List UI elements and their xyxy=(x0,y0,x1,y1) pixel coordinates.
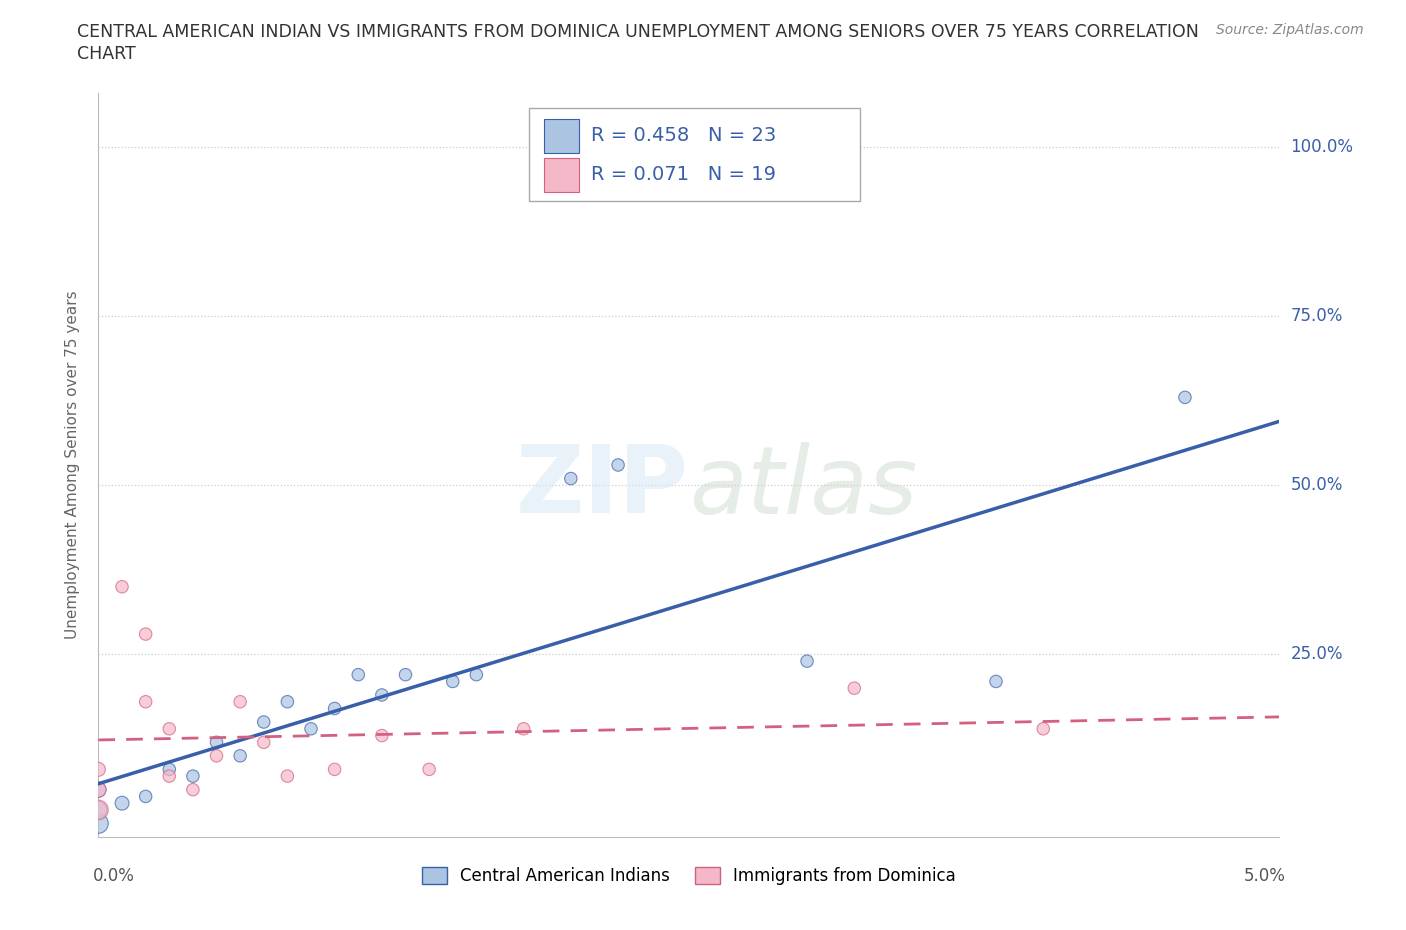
Point xyxy=(323,701,346,716)
Point xyxy=(371,728,394,743)
Legend: Central American Indians, Immigrants from Dominica: Central American Indians, Immigrants fro… xyxy=(415,860,963,892)
Point xyxy=(135,695,157,710)
Point xyxy=(560,472,582,486)
Text: 100.0%: 100.0% xyxy=(1291,139,1354,156)
FancyBboxPatch shape xyxy=(544,119,579,153)
Point xyxy=(796,654,818,669)
Point xyxy=(347,667,370,682)
FancyBboxPatch shape xyxy=(544,158,579,192)
Point xyxy=(844,681,866,696)
Point xyxy=(229,749,252,764)
Point xyxy=(418,762,440,777)
Point xyxy=(157,762,180,777)
Point xyxy=(512,722,534,737)
Text: R = 0.071   N = 19: R = 0.071 N = 19 xyxy=(591,166,776,184)
Text: R = 0.458   N = 23: R = 0.458 N = 23 xyxy=(591,126,776,145)
Text: 0.0%: 0.0% xyxy=(93,867,135,884)
Point xyxy=(984,674,1007,689)
Point xyxy=(135,789,157,804)
Point xyxy=(135,627,157,642)
Point xyxy=(181,782,204,797)
Point xyxy=(157,769,180,784)
Point xyxy=(181,769,204,784)
Point xyxy=(371,687,394,702)
Point xyxy=(276,695,298,710)
Point xyxy=(157,722,180,737)
Point xyxy=(205,735,228,750)
Point xyxy=(465,667,488,682)
Point xyxy=(205,749,228,764)
Point xyxy=(299,722,322,737)
Point xyxy=(229,695,252,710)
Text: 5.0%: 5.0% xyxy=(1243,867,1285,884)
Text: atlas: atlas xyxy=(689,442,917,533)
Point xyxy=(87,803,110,817)
Text: 75.0%: 75.0% xyxy=(1291,307,1343,326)
Text: 25.0%: 25.0% xyxy=(1291,645,1343,663)
Point xyxy=(87,816,110,830)
Y-axis label: Unemployment Among Seniors over 75 years: Unemployment Among Seniors over 75 years xyxy=(65,291,80,639)
FancyBboxPatch shape xyxy=(530,108,860,201)
Text: ZIP: ZIP xyxy=(516,442,689,533)
Point xyxy=(87,803,110,817)
Point xyxy=(87,762,110,777)
Text: 50.0%: 50.0% xyxy=(1291,476,1343,494)
Point xyxy=(87,782,110,797)
Point xyxy=(441,674,464,689)
Text: CENTRAL AMERICAN INDIAN VS IMMIGRANTS FROM DOMINICA UNEMPLOYMENT AMONG SENIORS O: CENTRAL AMERICAN INDIAN VS IMMIGRANTS FR… xyxy=(77,23,1199,41)
Point xyxy=(276,769,298,784)
Text: CHART: CHART xyxy=(77,45,136,62)
Point xyxy=(323,762,346,777)
Point xyxy=(253,735,276,750)
Point xyxy=(607,458,630,472)
Point xyxy=(87,782,110,797)
Point xyxy=(111,579,134,594)
Point xyxy=(253,714,276,729)
Text: Source: ZipAtlas.com: Source: ZipAtlas.com xyxy=(1216,23,1364,37)
Point xyxy=(394,667,416,682)
Point xyxy=(111,796,134,811)
Point xyxy=(1174,390,1197,405)
Point xyxy=(1032,722,1054,737)
